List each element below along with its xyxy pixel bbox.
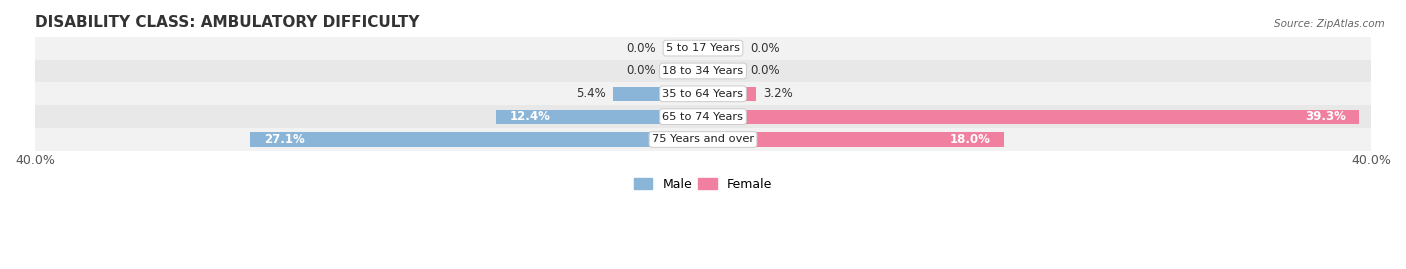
Text: 18.0%: 18.0% xyxy=(949,133,990,146)
Bar xyxy=(496,109,703,124)
Bar xyxy=(703,132,1004,147)
Text: 0.0%: 0.0% xyxy=(627,42,657,55)
Text: 12.4%: 12.4% xyxy=(509,110,550,123)
Bar xyxy=(35,128,1371,151)
Text: 27.1%: 27.1% xyxy=(264,133,305,146)
Text: 0.0%: 0.0% xyxy=(749,65,779,77)
Text: 0.0%: 0.0% xyxy=(749,42,779,55)
Text: Source: ZipAtlas.com: Source: ZipAtlas.com xyxy=(1274,19,1385,29)
Text: 5 to 17 Years: 5 to 17 Years xyxy=(666,43,740,53)
Bar xyxy=(35,105,1371,128)
Text: 75 Years and over: 75 Years and over xyxy=(652,134,754,144)
Bar xyxy=(703,87,756,101)
Bar xyxy=(613,87,703,101)
Bar xyxy=(35,82,1371,105)
Legend: Male, Female: Male, Female xyxy=(628,173,778,196)
Bar xyxy=(35,59,1371,82)
Text: 35 to 64 Years: 35 to 64 Years xyxy=(662,89,744,99)
Text: 3.2%: 3.2% xyxy=(763,87,793,100)
Text: 39.3%: 39.3% xyxy=(1305,110,1346,123)
Text: DISABILITY CLASS: AMBULATORY DIFFICULTY: DISABILITY CLASS: AMBULATORY DIFFICULTY xyxy=(35,15,419,30)
Text: 65 to 74 Years: 65 to 74 Years xyxy=(662,112,744,122)
Bar xyxy=(250,132,703,147)
Text: 0.0%: 0.0% xyxy=(627,65,657,77)
Bar xyxy=(703,109,1360,124)
Bar xyxy=(35,37,1371,59)
Text: 18 to 34 Years: 18 to 34 Years xyxy=(662,66,744,76)
Text: 5.4%: 5.4% xyxy=(576,87,606,100)
